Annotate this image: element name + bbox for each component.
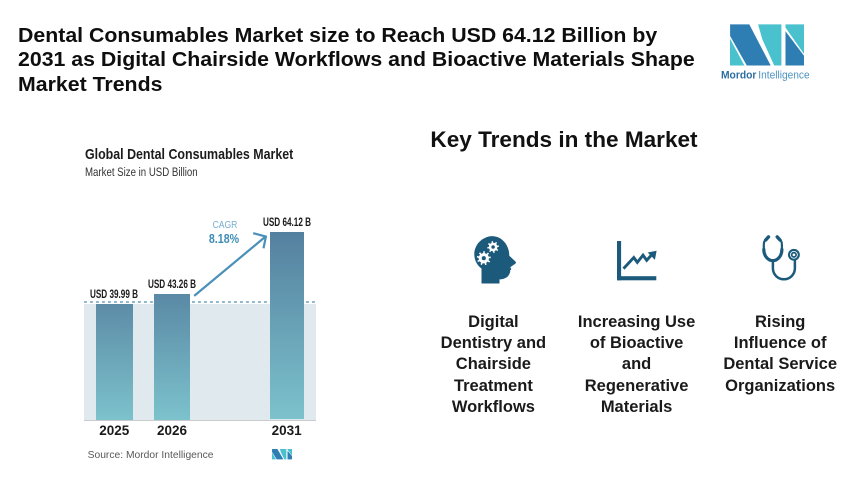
svg-text:Mordor: Mordor: [721, 69, 757, 81]
svg-text:Intelligence: Intelligence: [758, 69, 809, 81]
